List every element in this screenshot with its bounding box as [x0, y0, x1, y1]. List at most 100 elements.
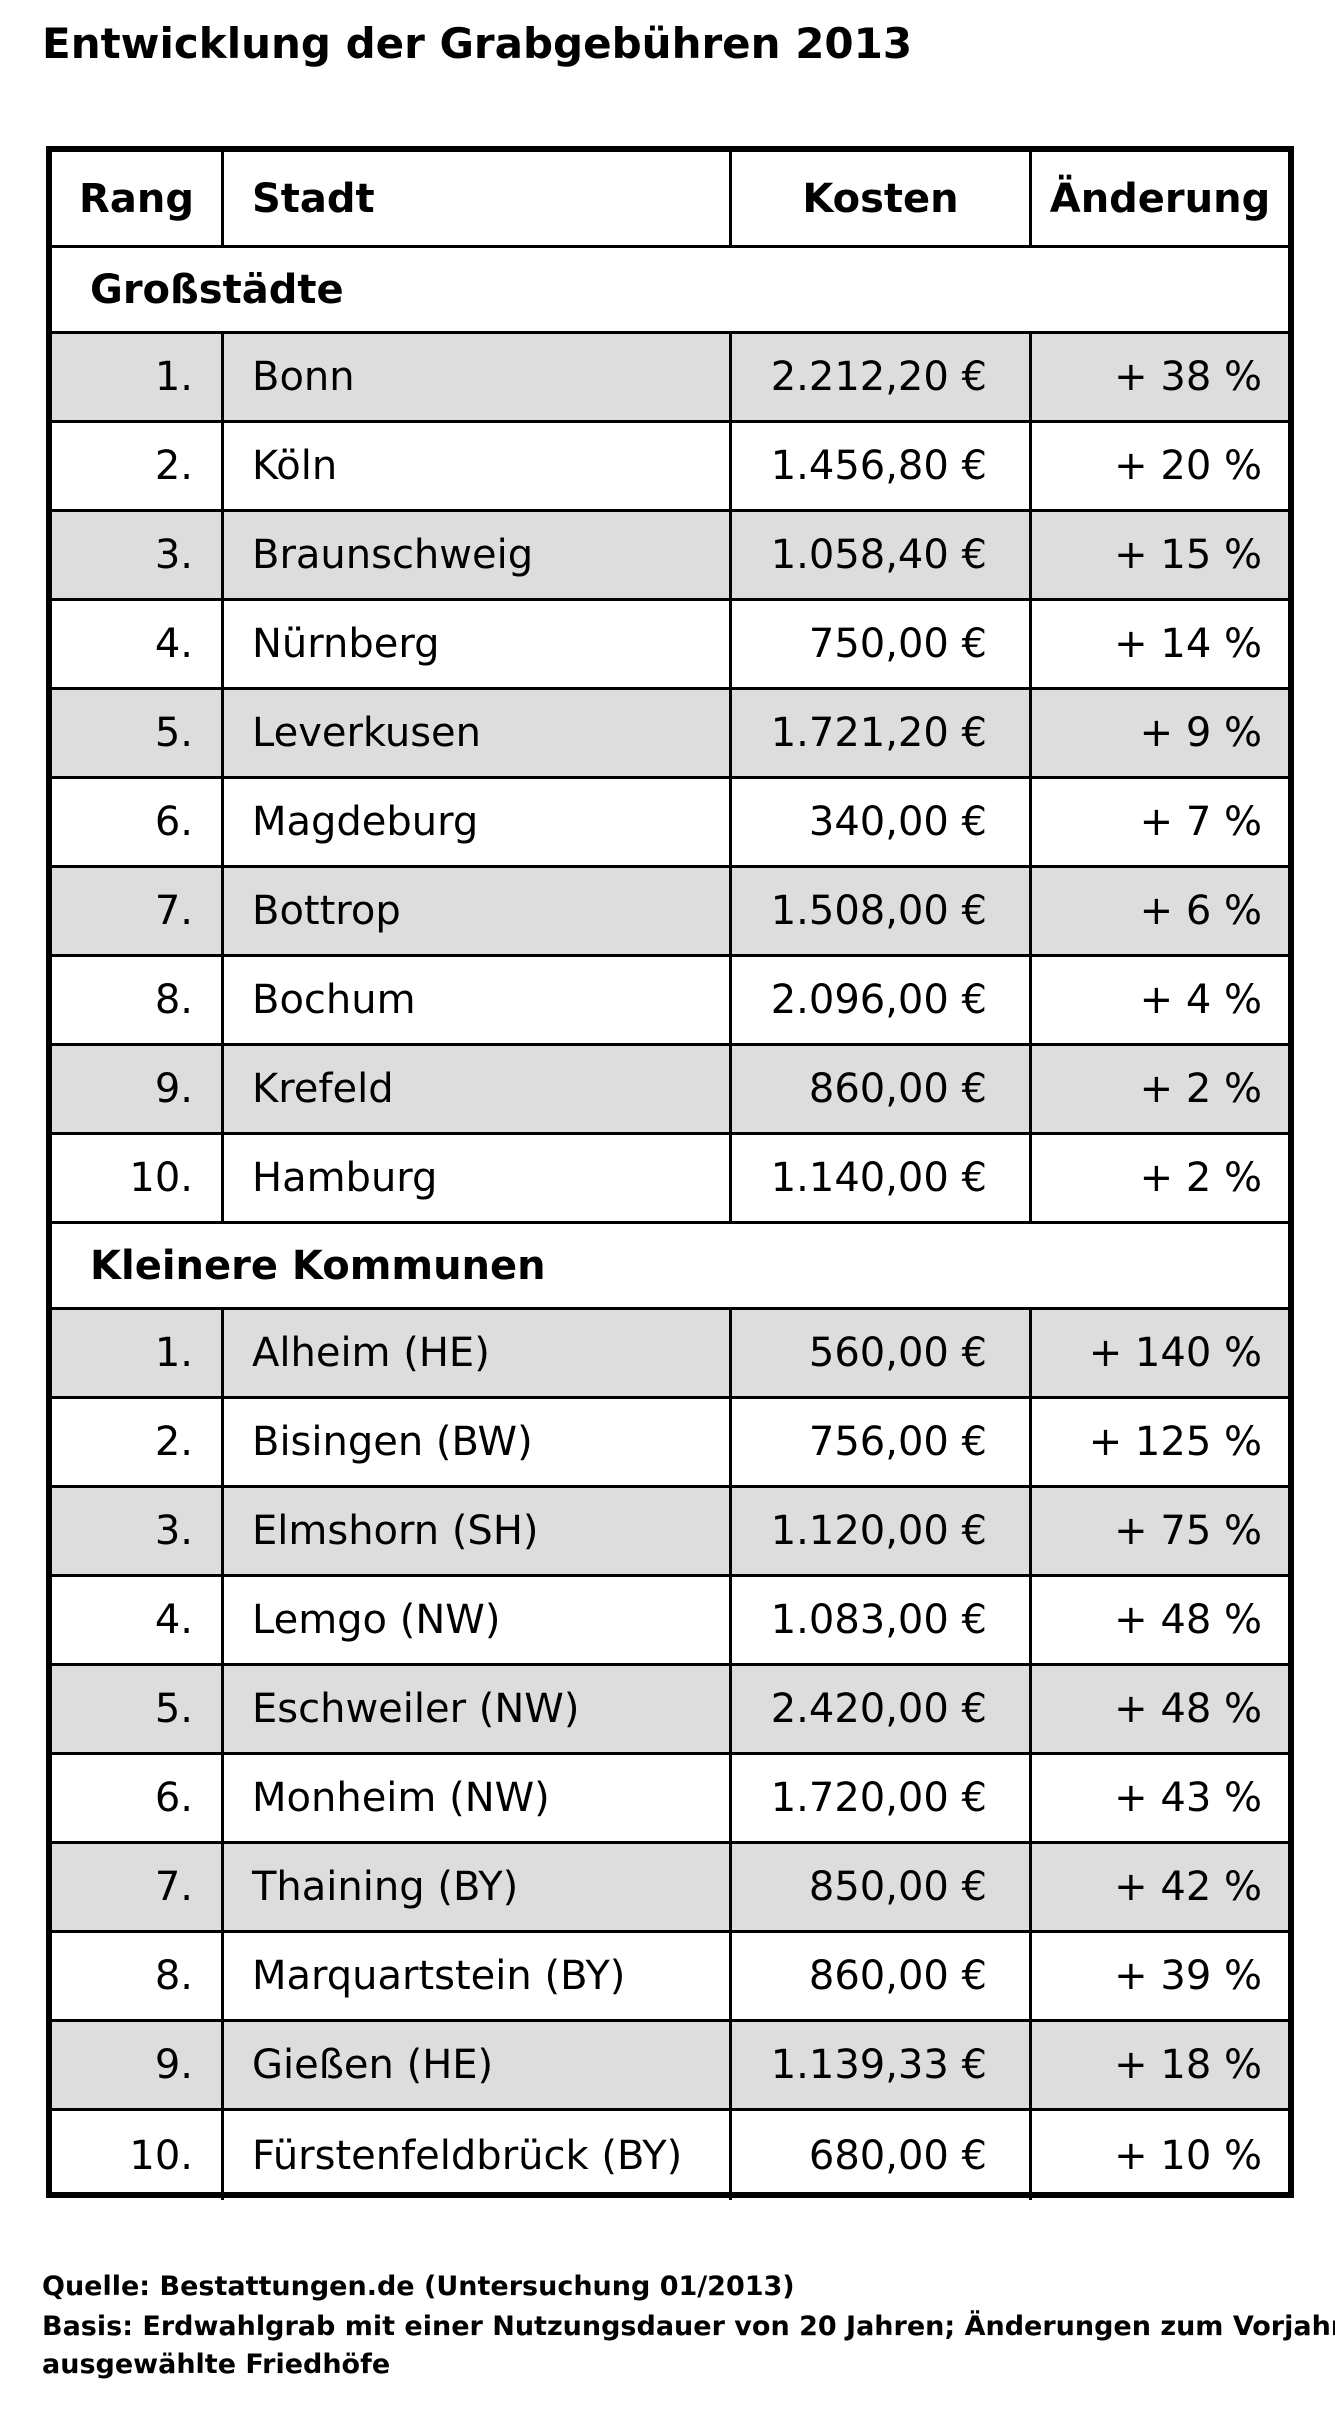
cost-cell: 1.140,00 €	[732, 1135, 1032, 1221]
change-cell: + 14 %	[1114, 621, 1262, 667]
table-row: 3. Braunschweig 1.058,40 € + 15 %	[52, 512, 1288, 601]
city-cell: Hamburg	[224, 1135, 732, 1221]
table-row: 4. Nürnberg 750,00 € + 14 %	[52, 601, 1288, 690]
table-row: 1. Bonn 2.212,20 € + 38 %	[52, 334, 1288, 423]
city-cell: Fürstenfeldbrück (BY)	[224, 2111, 732, 2200]
change-cell: + 2 %	[1139, 1066, 1262, 1112]
city-cell: Bochum	[224, 957, 732, 1043]
rank-cell: 4.	[52, 1577, 224, 1663]
cost-cell: 1.720,00 €	[732, 1755, 1032, 1841]
rank-cell: 9.	[52, 2022, 224, 2108]
section-label: Kleinere Kommunen	[90, 1242, 546, 1289]
table-row: 8. Marquartstein (BY) 860,00 € + 39 %	[52, 1933, 1288, 2022]
rank-cell: 2.	[52, 423, 224, 509]
rank-cell: 6.	[52, 1755, 224, 1841]
change-cell: + 20 %	[1114, 443, 1262, 489]
city-cell: Leverkusen	[224, 690, 732, 776]
cost-cell: 1.508,00 €	[732, 868, 1032, 954]
change-cell: + 38 %	[1114, 354, 1262, 400]
cost-cell: 1.456,80 €	[732, 423, 1032, 509]
section-header-row: Kleinere Kommunen	[52, 1224, 1288, 1310]
data-table: Rang Stadt Kosten Änderung Großstädte 1. Bonn 2…	[46, 146, 1294, 2200]
chart-title: Entwicklung der Grabgebühren 2013	[42, 19, 913, 68]
city-cell: Marquartstein (BY)	[224, 1933, 732, 2019]
header-kosten: Kosten	[732, 152, 1032, 245]
change-cell: + 42 %	[1114, 1864, 1262, 1910]
city-cell: Gießen (HE)	[224, 2022, 732, 2108]
rank-cell: 5.	[52, 690, 224, 776]
change-cell: + 7 %	[1139, 799, 1262, 845]
table-row: 8. Bochum 2.096,00 € + 4 %	[52, 957, 1288, 1046]
city-cell: Eschweiler (NW)	[224, 1666, 732, 1752]
rank-cell: 10.	[52, 2111, 224, 2200]
city-cell: Bisingen (BW)	[224, 1399, 732, 1485]
table-row: 6. Magdeburg 340,00 € + 7 %	[52, 779, 1288, 868]
change-cell: + 48 %	[1114, 1597, 1262, 1643]
city-cell: Nürnberg	[224, 601, 732, 687]
rank-cell: 8.	[52, 1933, 224, 2019]
change-cell: + 10 %	[1114, 2132, 1262, 2179]
cost-cell: 1.083,00 €	[732, 1577, 1032, 1663]
footnote-line: Quelle: Bestattungen.de (Untersuchung 01…	[42, 2271, 795, 2302]
change-cell: + 6 %	[1139, 888, 1262, 934]
change-cell: + 4 %	[1139, 977, 1262, 1023]
rank-cell: 3.	[52, 1488, 224, 1574]
change-cell: + 48 %	[1114, 1686, 1262, 1732]
city-cell: Krefeld	[224, 1046, 732, 1132]
table-row: 6. Monheim (NW) 1.720,00 € + 43 %	[52, 1755, 1288, 1844]
rank-cell: 5.	[52, 1666, 224, 1752]
table-row: 10. Hamburg 1.140,00 € + 2 %	[52, 1135, 1288, 1224]
table-row: 10. Fürstenfeldbrück (BY) 680,00 € + 10 %	[52, 2111, 1288, 2200]
table-row: 5. Leverkusen 1.721,20 € + 9 %	[52, 690, 1288, 779]
city-cell: Alheim (HE)	[224, 1310, 732, 1396]
change-cell: + 75 %	[1114, 1508, 1262, 1554]
change-cell: + 9 %	[1139, 710, 1262, 756]
header-rang: Rang	[52, 152, 224, 245]
header-stadt: Stadt	[224, 152, 732, 245]
cost-cell: 756,00 €	[732, 1399, 1032, 1485]
table-row: 9. Gießen (HE) 1.139,33 € + 18 %	[52, 2022, 1288, 2111]
cost-cell: 1.120,00 €	[732, 1488, 1032, 1574]
footnote-line: Basis: Erdwahlgrab mit einer Nutzungsdau…	[42, 2311, 1335, 2342]
footnote-line: ausgewählte Friedhöfe	[42, 2349, 391, 2380]
table-row: 2. Bisingen (BW) 756,00 € + 125 %	[52, 1399, 1288, 1488]
rank-cell: 1.	[52, 1310, 224, 1396]
change-cell: + 43 %	[1114, 1775, 1262, 1821]
city-cell: Monheim (NW)	[224, 1755, 732, 1841]
cost-cell: 680,00 €	[732, 2111, 1032, 2200]
city-cell: Köln	[224, 423, 732, 509]
city-cell: Elmshorn (SH)	[224, 1488, 732, 1574]
change-cell: + 140 %	[1088, 1330, 1262, 1376]
table-row: 4. Lemgo (NW) 1.083,00 € + 48 %	[52, 1577, 1288, 1666]
table-row: 3. Elmshorn (SH) 1.120,00 € + 75 %	[52, 1488, 1288, 1577]
cost-cell: 2.096,00 €	[732, 957, 1032, 1043]
cost-cell: 750,00 €	[732, 601, 1032, 687]
cost-cell: 2.212,20 €	[732, 334, 1032, 420]
city-cell: Thaining (BY)	[224, 1844, 732, 1930]
cost-cell: 1.058,40 €	[732, 512, 1032, 598]
cost-cell: 340,00 €	[732, 779, 1032, 865]
city-cell: Magdeburg	[224, 779, 732, 865]
city-cell: Bottrop	[224, 868, 732, 954]
cost-cell: 1.721,20 €	[732, 690, 1032, 776]
change-cell: + 15 %	[1114, 532, 1262, 578]
table-row: 5. Eschweiler (NW) 2.420,00 € + 48 %	[52, 1666, 1288, 1755]
rank-cell: 10.	[52, 1135, 224, 1221]
change-cell: + 125 %	[1088, 1419, 1262, 1465]
section-label: Großstädte	[90, 266, 344, 313]
city-cell: Bonn	[224, 334, 732, 420]
table-row: 9. Krefeld 860,00 € + 2 %	[52, 1046, 1288, 1135]
rank-cell: 8.	[52, 957, 224, 1043]
change-cell: + 18 %	[1114, 2042, 1262, 2088]
cost-cell: 560,00 €	[732, 1310, 1032, 1396]
rank-cell: 6.	[52, 779, 224, 865]
rank-cell: 1.	[52, 334, 224, 420]
rank-cell: 4.	[52, 601, 224, 687]
section-header-row: Großstädte	[52, 248, 1288, 334]
header-aenderung: Änderung	[1049, 175, 1271, 222]
rank-cell: 2.	[52, 1399, 224, 1485]
cost-cell: 1.139,33 €	[732, 2022, 1032, 2108]
cost-cell: 860,00 €	[732, 1933, 1032, 2019]
table-row: 1. Alheim (HE) 560,00 € + 140 %	[52, 1310, 1288, 1399]
rank-cell: 9.	[52, 1046, 224, 1132]
